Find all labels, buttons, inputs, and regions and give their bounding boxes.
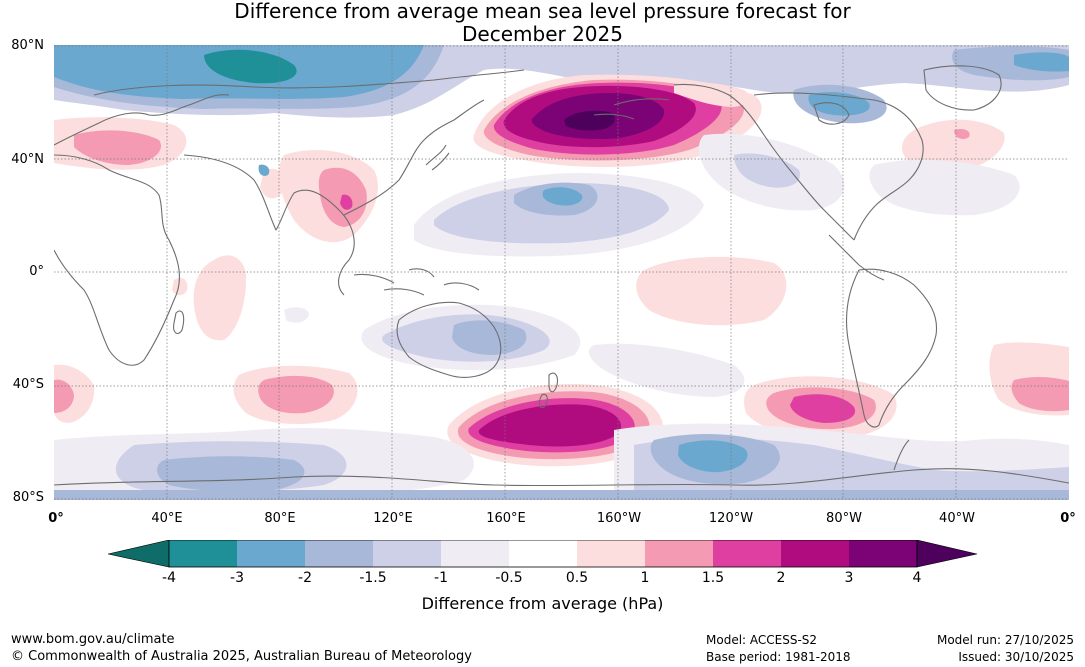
colorbar-tick: -1.5 [359,570,387,586]
title-line-2: December 2025 [462,22,623,46]
lon-label-80e: 80°E [264,511,296,526]
model-run-date: Model run: 27/10/2025 [936,633,1074,647]
lat-label-0: 0° [29,264,44,279]
antarctic-negative-anomaly [54,423,1069,500]
lon-label-40e: 40°E [151,511,183,526]
colorbar-svg [107,539,978,568]
colorbar-swatch [849,540,917,567]
colorbar-tick: -3 [230,570,244,586]
lat-label-40s: 40°S [12,377,44,392]
pressure-anomaly-map [54,45,1069,500]
colorbar-swatch [509,540,577,567]
lon-label-160w: 160°W [596,511,642,526]
colorbar-tick: -1 [434,570,448,586]
lat-label-80s: 80°S [12,490,44,505]
colorbar-extend-high [916,539,978,568]
colorbar-frame [168,539,918,568]
south-pacific-high-anomaly [447,384,663,467]
lon-label-0-right: 0° [1060,511,1076,526]
graticule [54,45,1069,500]
colorbar-swatch [373,540,441,567]
eurasia-positive-anomaly [54,117,378,243]
lat-label-40n: 40°N [11,152,44,167]
colorbar-swatch [645,540,713,567]
issued-date: Issued: 30/10/2025 [958,650,1074,664]
lon-label-120w: 120°W [708,511,754,526]
map-canvas [54,45,1069,500]
colorbar-swatch [169,540,237,567]
colorbar-tick: -0.5 [495,570,523,586]
lon-label-0-left: 0° [48,511,64,526]
colorbar-swatch [305,540,373,567]
title-line-1: Difference from average mean sea level p… [234,0,851,23]
footer-model-info: Model: ACCESS-S2 Base period: 1981-2018 [706,632,851,666]
southern-ocean-positive-anomaly [233,365,897,439]
lon-label-40w: 40°W [939,511,975,526]
subtropical-negative-anomaly [414,133,1020,257]
footer-dates: Model run: 27/10/2025 Issued: 30/10/2025 [937,632,1074,666]
colorbar [107,539,978,568]
model-name: Model: ACCESS-S2 [706,633,818,647]
colorbar-swatch [713,540,781,567]
footer-credits: www.bom.gov.au/climate © Commonwealth of… [11,631,472,665]
map-title: Difference from average mean sea level p… [0,0,1085,46]
colorbar-tick: -2 [298,570,312,586]
colorbar-tick: 1 [640,570,650,586]
lat-label-80n: 80°N [11,38,44,53]
colorbar-swatch [237,540,305,567]
colorbar-tick: 0.5 [565,570,589,586]
colorbar-tick: 3 [844,570,854,586]
north-pacific-high-anomaly [473,74,762,167]
copyright-text: © Commonwealth of Australia 2025, Austra… [11,649,472,664]
lon-label-80w: 80°W [826,511,862,526]
colorbar-tick: -4 [162,570,176,586]
colorbar-title: Difference from average (hPa) [421,594,664,613]
colorbar-tick: 4 [912,570,922,586]
base-period: Base period: 1981-2018 [706,650,851,664]
tropical-pacific-positive-anomaly [172,255,787,341]
colorbar-tick: 2 [776,570,786,586]
colorbar-swatch [577,540,645,567]
coastlines [54,65,1069,487]
website-link[interactable]: www.bom.gov.au/climate [11,632,175,647]
colorbar-tick: 1.5 [701,570,725,586]
colorbar-swatch [781,540,849,567]
colorbar-extend-low [107,539,170,568]
north-atlantic-positive-anomaly [902,119,1005,173]
lon-label-120e: 120°E [373,511,413,526]
colorbar-swatch [441,540,509,567]
australia-negative-anomaly [54,304,1069,423]
lon-label-160e: 160°E [486,511,526,526]
